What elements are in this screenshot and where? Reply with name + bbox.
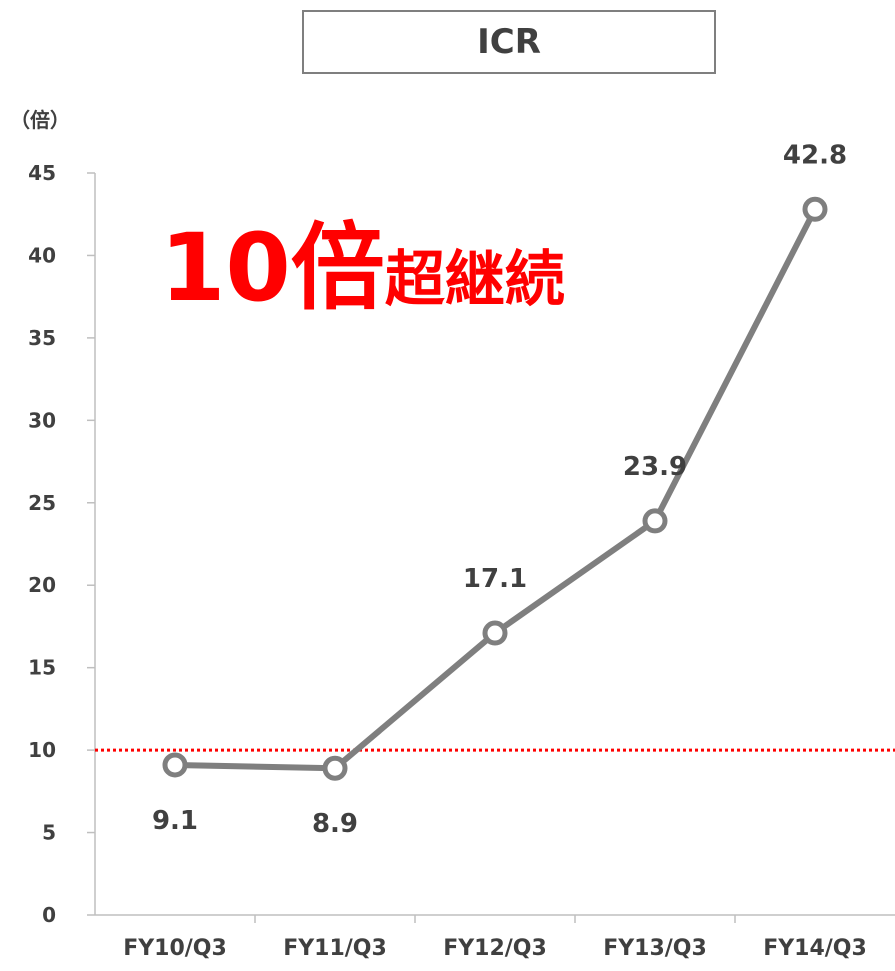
data-label: 17.1 — [463, 564, 527, 594]
annotation-callout: 10倍超継続 — [160, 222, 565, 316]
y-tick-label: 5 — [42, 821, 56, 845]
y-tick-label: 20 — [28, 573, 56, 597]
data-point-marker — [162, 752, 188, 778]
data-label: 42.8 — [783, 140, 847, 170]
annotation-big-text: 10倍 — [160, 214, 385, 323]
y-tick-label: 25 — [28, 491, 56, 515]
data-point-marker — [482, 620, 508, 646]
data-point-marker — [322, 755, 348, 781]
y-tick-label: 15 — [28, 656, 56, 680]
data-label: 8.9 — [312, 809, 358, 839]
annotation-small-text: 超継続 — [384, 245, 565, 315]
data-label: 23.9 — [623, 452, 687, 482]
y-axis-unit-label: （倍） — [10, 108, 70, 132]
x-tick-label: FY12/Q3 — [443, 936, 547, 961]
data-label: 9.1 — [152, 806, 198, 836]
x-tick-label: FY10/Q3 — [123, 936, 227, 961]
x-tick-label: FY13/Q3 — [603, 936, 707, 961]
series-group — [162, 196, 828, 781]
y-tick-label: 10 — [28, 738, 56, 762]
y-tick-label: 30 — [28, 408, 56, 432]
data-point-marker — [802, 196, 828, 222]
y-tick-label: 45 — [28, 161, 56, 185]
y-tick-label: 35 — [28, 326, 56, 350]
x-tick-label: FY14/Q3 — [763, 936, 867, 961]
x-tick-label: FY11/Q3 — [283, 936, 387, 961]
y-tick-label: 0 — [42, 903, 56, 927]
axes: 0 5 10 15 20 25 30 35 40 45 FY10/Q3 FY11/Q3 FY12/Q3 F… — [28, 161, 895, 961]
data-labels-group: 9.1 8.9 17.1 23.9 42.8 — [152, 140, 847, 839]
y-tick-label: 40 — [28, 243, 56, 267]
chart-title: ICR — [302, 10, 716, 74]
data-point-marker — [642, 508, 668, 534]
